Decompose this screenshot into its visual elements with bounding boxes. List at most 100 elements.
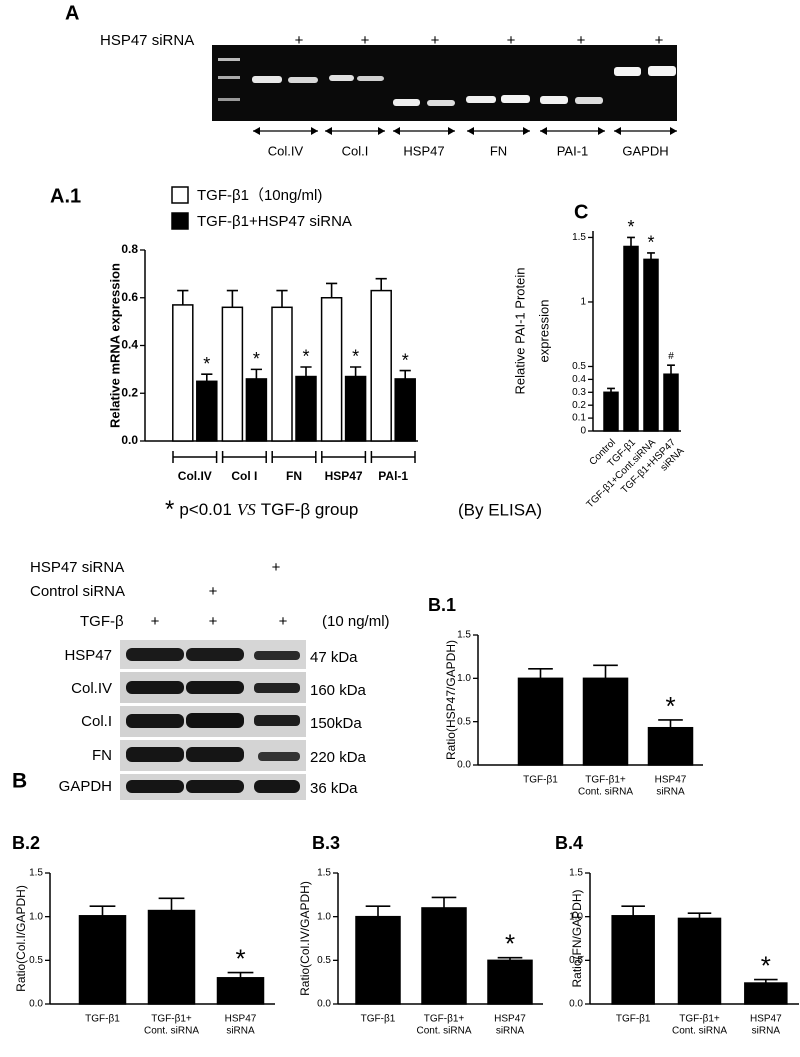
y-axis-label: Relative mRNA expression	[107, 263, 122, 428]
y-tick-label: 0.5	[317, 955, 331, 966]
error-bar	[365, 905, 391, 917]
error-bar	[158, 897, 185, 911]
error-bar	[276, 289, 288, 308]
category-bracket	[221, 451, 267, 463]
bar	[517, 677, 564, 766]
significance-label: *	[203, 354, 210, 374]
x-tick-label: HSP47	[325, 469, 363, 483]
bar	[663, 373, 679, 432]
panel-label: B.4	[555, 833, 583, 853]
x-tick-label: siRNA	[496, 1026, 525, 1037]
error-bar	[687, 912, 712, 919]
bar	[355, 915, 401, 1005]
bar	[216, 977, 265, 1005]
significance-label: *	[761, 950, 771, 980]
bar	[295, 375, 317, 442]
panel-label: B.1	[428, 595, 456, 615]
significance-label: *	[253, 349, 260, 369]
plus-mark: +	[279, 613, 288, 630]
significance-label: *	[302, 347, 309, 367]
x-tick-label: Cont. siRNA	[672, 1026, 727, 1037]
error-bar	[658, 719, 683, 728]
bar	[744, 982, 788, 1005]
bar	[623, 245, 639, 432]
y-tick-label: 0.5	[569, 955, 583, 966]
significance-label: *	[627, 217, 634, 237]
error-bar	[350, 366, 362, 377]
error-bar	[667, 364, 675, 375]
significance-label: *	[352, 347, 359, 367]
error-bar	[627, 236, 635, 247]
y-tick-label: 1	[580, 297, 586, 308]
y-tick-label: 1.5	[572, 232, 586, 243]
error-bar	[250, 368, 262, 379]
plus-mark: +	[655, 32, 664, 49]
footnote-text: TGF-β group	[261, 500, 359, 519]
plus-mark: +	[295, 32, 304, 49]
legend-label: TGF-β1（10ng/ml)	[197, 187, 322, 204]
plus-mark: +	[151, 613, 160, 630]
bar	[245, 378, 268, 442]
gel-image	[212, 45, 677, 121]
y-tick-label: 0.5	[457, 716, 471, 727]
bar	[603, 391, 619, 432]
blot-image	[120, 640, 306, 800]
y-tick-label: 0.0	[317, 999, 331, 1010]
bar	[370, 289, 392, 442]
panel-label: A.1	[50, 185, 81, 207]
significance-label: *	[402, 350, 409, 370]
size-label: 150kDa	[310, 715, 362, 732]
error-bar	[593, 664, 618, 679]
y-axis-label: Relative PAI-1 Protein	[512, 268, 527, 395]
row-label: TGF-β	[80, 613, 124, 630]
protein-label: Col.IV	[71, 680, 112, 697]
y-tick-label: 0.8	[121, 242, 138, 256]
y-axis-label: Ratio(Col.I/GAPDH)	[14, 885, 28, 992]
x-tick-label: Col I	[231, 469, 257, 483]
x-tick-label: FN	[286, 469, 302, 483]
y-tick-label: 0.4	[121, 338, 138, 352]
bar	[421, 907, 467, 1005]
footnote: * p<0.01 VS TGF-β group	[165, 496, 358, 523]
bar	[582, 677, 629, 766]
lane-label: GAPDH	[622, 143, 668, 158]
x-tick-label: HSP47	[750, 1014, 782, 1025]
error-bar	[300, 366, 312, 377]
row-label: HSP47 siRNA	[100, 32, 194, 49]
y-tick-label: 1.0	[29, 911, 43, 922]
bar	[611, 915, 655, 1005]
x-tick-label: HSP47	[494, 1014, 526, 1025]
protein-label: FN	[92, 747, 112, 764]
error-bar	[89, 905, 116, 916]
x-tick-label: TGF-β1	[616, 1014, 651, 1025]
arrow-head	[467, 127, 530, 135]
error-bar	[528, 668, 553, 679]
arrow-head	[253, 127, 318, 135]
significance-label: *	[647, 233, 654, 253]
size-label: 220 kDa	[310, 749, 367, 766]
y-tick-label: 0.3	[572, 387, 586, 398]
y-axis-label: Ratio(Col.IV/GAPDH)	[298, 881, 312, 996]
plus-mark: +	[209, 613, 218, 630]
bar	[677, 917, 722, 1005]
arrow-head	[393, 127, 455, 135]
lane-label: Col.I	[342, 143, 369, 158]
row-label: HSP47 siRNA	[30, 559, 124, 576]
category-bracket	[370, 451, 416, 463]
y-tick-label: 1.0	[317, 911, 331, 922]
panel-label: C	[574, 201, 588, 223]
legend-label: TGF-β1+HSP47 siRNA	[197, 213, 352, 230]
y-tick-label: 0.0	[457, 760, 471, 771]
significance-label: *	[665, 691, 675, 721]
significance-label: *	[235, 943, 245, 973]
bar	[487, 959, 533, 1005]
bar	[196, 380, 218, 442]
size-label: 160 kDa	[310, 682, 367, 699]
lane-label: Col.IV	[268, 143, 304, 158]
footnote-emphasis: VS	[237, 500, 256, 519]
size-label: 36 kDa	[310, 780, 358, 797]
error-bar	[375, 277, 387, 291]
category-bracket	[172, 451, 218, 463]
